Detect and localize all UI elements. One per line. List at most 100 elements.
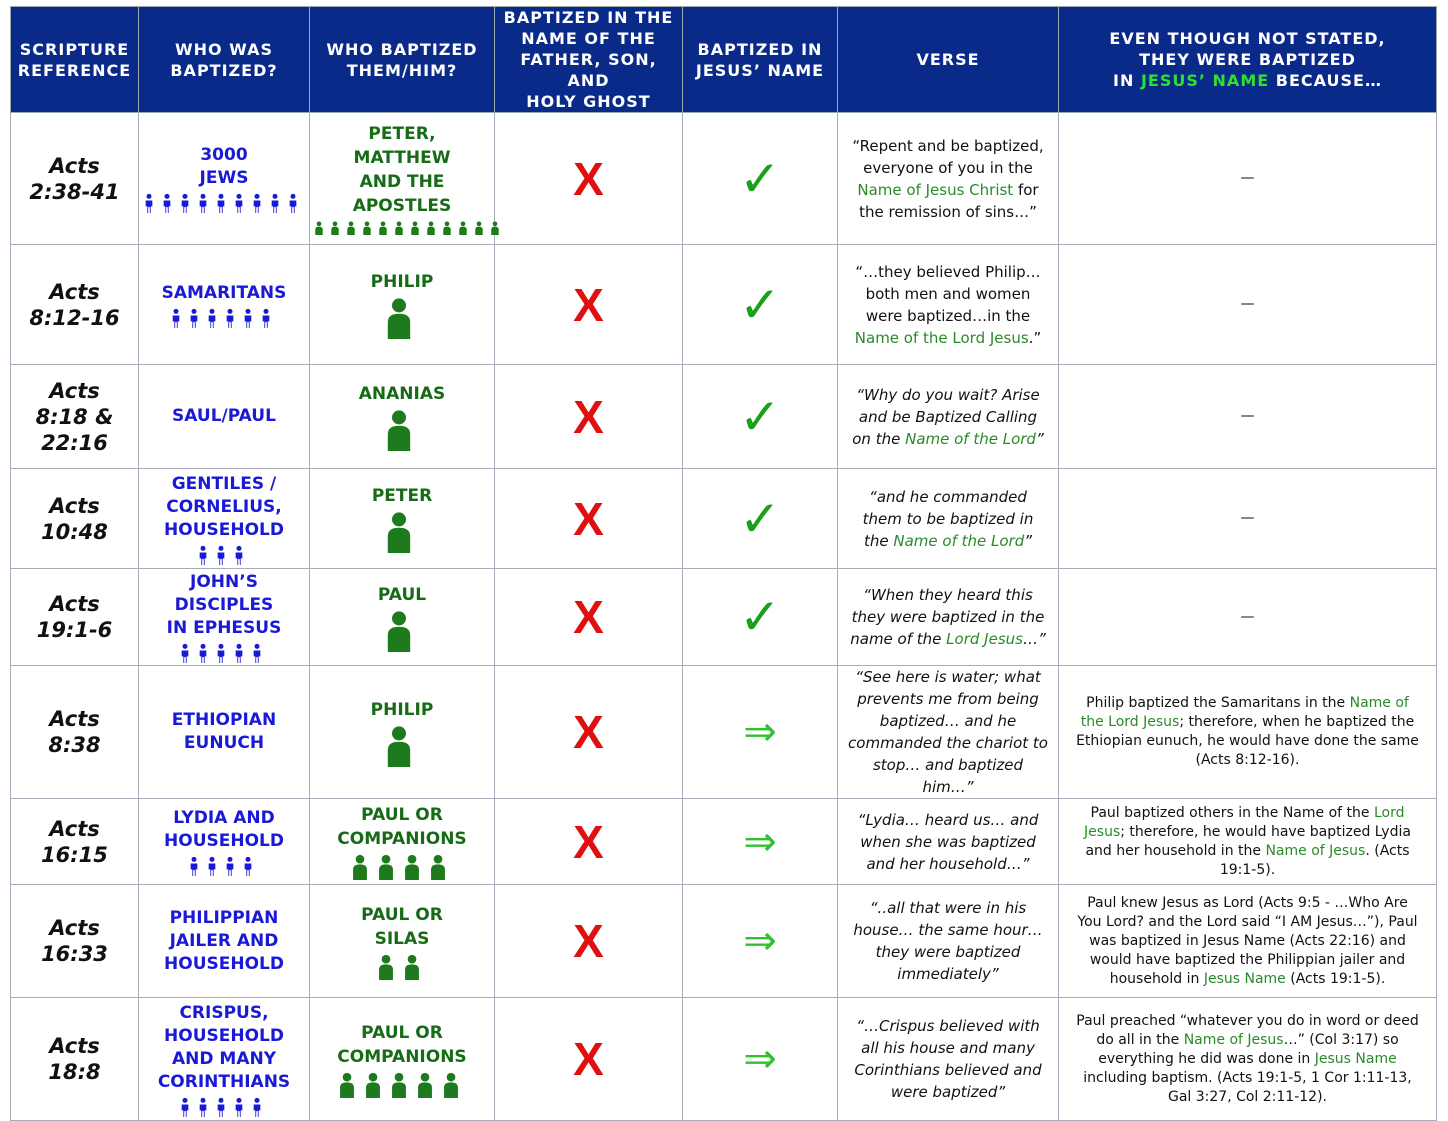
- people-icons: [340, 1072, 458, 1098]
- who-baptized-line: JEWS: [143, 167, 305, 190]
- header-text-line: THEM/HIM?: [314, 60, 490, 81]
- baptizer: PAUL OR: [361, 1022, 443, 1043]
- reason-text: Philip baptized the Samaritans in the: [1086, 695, 1350, 711]
- verse-cell: “…Crispus believed with all his house an…: [837, 997, 1059, 1121]
- who-baptized: SAUL/PAUL: [172, 406, 276, 426]
- verse-cell: “Why do you wait? Arise and be Baptized …: [837, 364, 1059, 469]
- scripture-reference: 18:8: [48, 1060, 101, 1084]
- scripture-reference: Acts: [49, 493, 100, 518]
- people-icons: [181, 643, 261, 663]
- trinity-cell: X: [494, 468, 683, 569]
- header-text-line: SCRIPTURE: [15, 39, 134, 60]
- scripture-reference: 16:33: [41, 942, 108, 966]
- who-baptized: LYDIA AND: [173, 808, 275, 828]
- baptizer-line: PHILIP: [314, 698, 490, 722]
- scripture-reference: Acts: [49, 707, 100, 731]
- baptizer: COMPANIONS: [337, 1046, 467, 1067]
- trinity-cell: X: [494, 568, 683, 666]
- who-cell: CRISPUS, HOUSEHOLD AND MANY CORINTHIANS: [138, 997, 310, 1121]
- who-baptized: JAILER AND: [169, 930, 279, 951]
- baptizer: PHILIP: [370, 272, 434, 292]
- jesus-name-mark: ✓: [739, 387, 781, 446]
- who-cell: 3000 JEWS: [138, 112, 310, 245]
- by-cell: PAUL OR COMPANIONS: [309, 997, 495, 1121]
- header-text-line: REFERENCE: [15, 60, 134, 81]
- column-header: BAPTIZED IN JESUS’ NAME: [682, 6, 838, 113]
- jesus-name-mark: ✓: [739, 489, 781, 548]
- who-baptized: JOHN’S DISCIPLES: [174, 572, 274, 615]
- reason-text: . (Acts 19:1-5).: [1219, 842, 1410, 878]
- who-baptized: CORINTHIANS: [157, 1071, 291, 1092]
- header-text: BECAUSE…: [1269, 71, 1382, 90]
- scripture-reference: Acts: [49, 916, 100, 940]
- people-icons: [190, 856, 252, 876]
- who-baptized: EUNUCH: [183, 733, 265, 753]
- verse-text: “Lydia… heard us… and when she was bapti…: [857, 810, 1039, 873]
- scripture-reference-line: 16:15: [15, 842, 134, 868]
- scripture-reference-line: Acts: [15, 1033, 134, 1059]
- reason-text: Lord Jesus: [1084, 804, 1405, 840]
- reason-text: (Acts 19:1-5).: [1285, 970, 1386, 987]
- verse-cell: “Repent and be baptized, everyone of you…: [837, 112, 1059, 245]
- scripture-cell: Acts 8:12-16: [10, 244, 139, 365]
- scripture-reference: 8:18 &: [35, 404, 114, 429]
- baptizer: PHILIP: [370, 699, 434, 720]
- column-header: BAPTIZED IN THE NAME OF THE FATHER, SON, A…: [494, 6, 683, 113]
- people-icons: [387, 410, 411, 451]
- verse-text: Name of the Lord: [893, 531, 1025, 550]
- scripture-cell: Acts 19:1-6: [10, 568, 139, 666]
- scripture-reference: Acts: [49, 153, 100, 178]
- scripture-reference-line: 8:38: [15, 732, 134, 758]
- scripture-reference-line: Acts: [15, 378, 134, 404]
- reason-text: —: [1240, 608, 1255, 625]
- verse-text: “and he commanded them to be baptized in…: [862, 487, 1034, 550]
- scripture-reference: 19:1-6: [36, 618, 113, 642]
- who-baptized-line: GENTILES /: [143, 473, 305, 496]
- x-mark: X: [573, 1033, 604, 1085]
- who-baptized: HOUSEHOLD: [164, 831, 284, 851]
- jesus-name-cell: ✓: [682, 468, 838, 569]
- scripture-reference: Acts: [49, 378, 100, 403]
- reason-text: Name of the Lord Jesus: [1080, 695, 1409, 730]
- baptizer-line: PAUL: [314, 583, 490, 607]
- people-icons: [387, 725, 411, 767]
- by-cell: PAUL OR COMPANIONS: [309, 798, 495, 885]
- scripture-reference-line: 8:18 &: [15, 404, 134, 430]
- scripture-reference-line: 18:8: [15, 1059, 134, 1085]
- baptizer-line: AND THE: [314, 170, 490, 194]
- who-baptized: JEWS: [199, 168, 249, 188]
- verse-text: ”: [1035, 429, 1044, 448]
- reason-text: —: [1240, 170, 1255, 186]
- table-row: Acts 19:1-6 JOHN’S DISCIPLES IN EPHESUS PAUL…: [10, 568, 1437, 666]
- table-row: Acts 8:18 & 22:16 SAUL/PAUL ANANIAS X ✓ “Why do…: [10, 364, 1437, 469]
- baptizer: PAUL OR: [361, 904, 443, 925]
- who-cell: LYDIA AND HOUSEHOLD: [138, 798, 310, 885]
- verse-text: Lord Jesus: [946, 630, 1023, 648]
- baptizer-line: PETER: [314, 484, 490, 508]
- scripture-reference-line: Acts: [15, 153, 134, 179]
- trinity-cell: X: [494, 997, 683, 1121]
- trinity-cell: X: [494, 112, 683, 245]
- who-baptized: AND MANY: [171, 1048, 277, 1069]
- people-icons: [387, 512, 411, 553]
- header-text: JESUS’ NAME: [695, 60, 825, 80]
- x-mark: X: [573, 390, 604, 443]
- jesus-name-cell: ⇒: [682, 997, 838, 1121]
- people-icons: [353, 854, 445, 880]
- scripture-reference: Acts: [49, 1034, 100, 1058]
- trinity-cell: X: [494, 665, 683, 799]
- scripture-reference: Acts: [49, 816, 100, 841]
- reason-text: ; therefore, he would have baptized Lydi…: [1085, 823, 1411, 859]
- scripture-reference-line: Acts: [15, 706, 134, 732]
- jesus-name-cell: ✓: [682, 112, 838, 245]
- who-baptized: PHILIPPIAN: [169, 907, 279, 928]
- by-cell: PHILIP: [309, 665, 495, 799]
- reason-text: —: [1240, 408, 1255, 424]
- who-cell: SAMARITANS: [138, 244, 310, 365]
- reason-cell: Paul knew Jesus as Lord (Acts 9:5 - …Who…: [1058, 884, 1437, 998]
- column-header: SCRIPTURE REFERENCE: [10, 6, 139, 113]
- who-baptized: CRISPUS,: [179, 1002, 269, 1023]
- verse-text: “…they believed Philip…both men and wome…: [855, 262, 1041, 325]
- who-baptized: GENTILES /: [171, 473, 277, 494]
- x-mark: X: [573, 591, 604, 643]
